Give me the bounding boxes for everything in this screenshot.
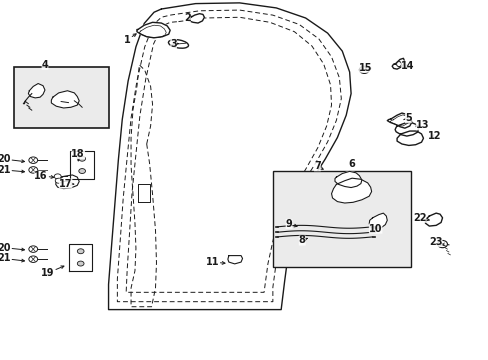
Polygon shape [70,151,94,179]
Text: 20: 20 [0,154,24,164]
Circle shape [29,167,38,173]
Circle shape [29,246,38,252]
Polygon shape [368,213,386,229]
Circle shape [55,178,62,183]
Polygon shape [331,178,371,203]
Text: 9: 9 [285,219,296,229]
Circle shape [29,256,38,262]
Text: 15: 15 [358,63,372,73]
Text: 21: 21 [0,253,24,264]
Polygon shape [334,171,361,188]
Text: 1: 1 [124,34,136,45]
Text: 7: 7 [313,161,323,171]
Circle shape [79,168,85,174]
Text: 6: 6 [348,159,355,169]
Bar [272,171,410,267]
Polygon shape [386,113,411,128]
Text: 20: 20 [0,243,24,253]
Text: 4: 4 [41,60,48,70]
Polygon shape [396,131,423,145]
Polygon shape [391,58,404,69]
Polygon shape [227,256,242,264]
Text: 22: 22 [412,213,428,223]
Circle shape [54,174,61,179]
Circle shape [77,249,84,254]
Polygon shape [425,213,442,226]
Text: 17: 17 [59,179,74,189]
Text: 3: 3 [170,39,178,49]
Circle shape [29,157,38,163]
Polygon shape [28,84,45,98]
Polygon shape [188,14,204,23]
Polygon shape [56,175,79,189]
Text: 12: 12 [427,131,440,141]
Text: 23: 23 [428,237,443,247]
Text: 11: 11 [205,257,224,267]
Ellipse shape [396,62,401,67]
Text: 14: 14 [400,60,414,71]
Text: 21: 21 [0,165,24,175]
Circle shape [359,66,368,73]
Text: 18: 18 [71,149,85,161]
Text: 2: 2 [183,13,192,23]
Text: 8: 8 [298,235,306,246]
Circle shape [79,156,85,161]
Polygon shape [69,244,92,271]
Text: 16: 16 [34,171,54,181]
Bar [14,67,109,128]
Circle shape [437,240,447,248]
Text: 5: 5 [403,113,411,123]
Circle shape [77,261,84,266]
Polygon shape [137,22,170,38]
Polygon shape [51,91,79,108]
Text: 10: 10 [368,224,382,234]
Text: 19: 19 [41,266,64,278]
Polygon shape [394,122,418,136]
Text: 13: 13 [415,120,428,130]
Ellipse shape [168,40,188,48]
